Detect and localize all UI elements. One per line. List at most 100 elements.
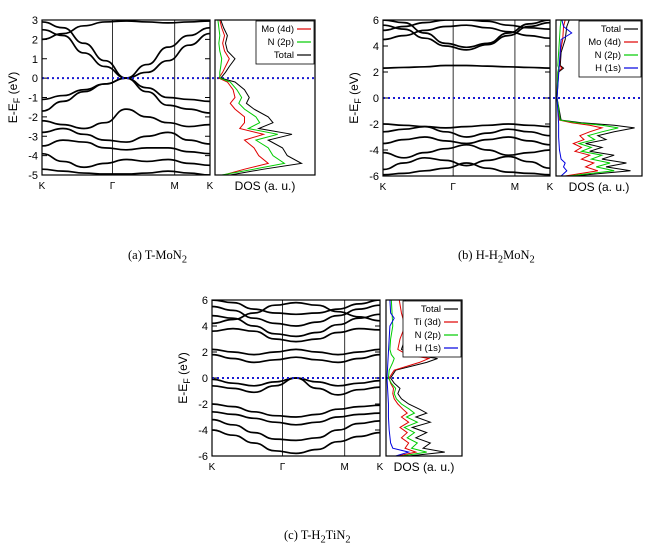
dos-line-ti <box>388 300 431 456</box>
band-line <box>42 127 210 145</box>
y-tick-label: -2 <box>369 119 379 131</box>
band-line <box>42 152 210 169</box>
band-line <box>383 20 550 32</box>
dos-frame <box>555 19 643 177</box>
band-line <box>42 77 210 103</box>
k-point-label: M <box>511 182 519 193</box>
band-line <box>212 429 380 455</box>
band-line <box>212 410 380 426</box>
panel-c: -6 -4 -2 0 2 4 6 E-EF (eV) K Γ M K DOS (a. u.) Total T… <box>176 295 463 474</box>
y-tick-label: -2 <box>198 399 208 411</box>
band-frame <box>211 299 381 457</box>
legend-label: Total <box>421 304 441 315</box>
legend-label: N (2p) <box>268 37 294 48</box>
y-tick-label: 4 <box>202 321 208 333</box>
band-line <box>42 108 210 130</box>
y-tick-label: 4 <box>373 41 379 53</box>
band-line <box>42 139 210 155</box>
dos-line-total <box>556 20 635 176</box>
band-line <box>212 348 380 356</box>
band-frame <box>382 19 551 177</box>
y-tick-label: 2 <box>32 34 38 46</box>
dos-line-h <box>556 20 573 176</box>
dos-curves <box>217 20 304 175</box>
band-line <box>212 301 380 325</box>
k-point-label: K <box>377 462 384 473</box>
dos-frame <box>214 19 316 176</box>
y-tick-label: -6 <box>198 451 208 463</box>
legend-label: Total <box>274 50 294 61</box>
k-point-label: Γ <box>110 181 116 192</box>
dos-line-n <box>556 20 619 176</box>
y-tick-label: 2 <box>373 67 379 79</box>
dos-line-n <box>217 20 286 175</box>
y-axis-label: E-EF (eV) <box>347 72 363 124</box>
band-line <box>212 418 380 442</box>
band-line <box>212 300 380 316</box>
band-line <box>383 21 550 51</box>
band-line <box>383 125 550 138</box>
caption-a: (a) T-MoN2 <box>128 248 188 266</box>
y-axis-label: E-EF (eV) <box>6 72 22 124</box>
y-tick-label: -5 <box>28 170 38 182</box>
bands <box>212 300 380 455</box>
y-tick-label: -2 <box>28 112 38 124</box>
k-point-label: M <box>171 181 179 192</box>
legend-label: Mo (4d) <box>261 24 294 35</box>
band-line <box>42 21 210 79</box>
dos-line-mo <box>218 20 270 175</box>
band-line <box>42 77 210 114</box>
band-line <box>383 136 550 146</box>
y-tick-label: -4 <box>28 151 38 163</box>
y-tick-label: -4 <box>198 425 208 437</box>
caption-b: (b) H-H2MoN2 <box>458 248 535 266</box>
k-point-label: Γ <box>280 462 286 473</box>
dos-line-h <box>386 300 411 456</box>
k-point-label: K <box>39 181 46 192</box>
band-line <box>212 377 380 396</box>
y-tick-label: 3 <box>32 15 38 27</box>
band-line <box>383 123 550 129</box>
panel-b: -6 -4 -2 0 2 4 6 E-EF (eV) K Γ M K DOS (a. u.) Total M… <box>347 15 643 194</box>
y-tick-label: -1 <box>28 93 38 105</box>
band-line <box>383 143 550 159</box>
k-point-label: M <box>341 462 349 473</box>
band-line <box>383 24 550 41</box>
legend-box <box>578 20 642 78</box>
dos-line-n <box>387 300 427 456</box>
legend-label: N (2p) <box>415 330 441 341</box>
legend-label: Mo (4d) <box>588 37 621 48</box>
band-line <box>212 327 380 343</box>
legend-label: Total <box>601 24 621 35</box>
dos-line-total <box>219 20 304 175</box>
y-tick-label: 0 <box>202 373 208 385</box>
dos-axis-label: DOS (a. u.) <box>569 180 630 194</box>
panel-a: -5 -4 -3 -2 -1 0 1 2 3 E-EF (eV) K Γ M K DOS (a. u.) Mo… <box>6 15 316 193</box>
band-line <box>212 377 380 387</box>
band-frame <box>41 19 211 176</box>
band-line <box>212 313 380 338</box>
k-point-label: K <box>380 182 387 193</box>
dos-axis-label: DOS (a. u.) <box>394 460 455 474</box>
y-tick-label: 2 <box>202 347 208 359</box>
band-line <box>212 403 380 418</box>
band-line <box>212 353 380 364</box>
y-tick-label: 6 <box>202 295 208 307</box>
y-tick-label: -3 <box>28 131 38 143</box>
dos-curves <box>556 20 635 176</box>
band-line <box>383 162 550 176</box>
y-tick-label: 0 <box>32 73 38 85</box>
k-point-label: K <box>547 182 554 193</box>
legend-label: Ti (3d) <box>414 317 441 328</box>
band-line <box>42 168 210 175</box>
dos-frame <box>385 299 463 457</box>
band-line <box>42 20 210 41</box>
k-point-label: Γ <box>450 182 456 193</box>
caption-c: (c) T-H2TiN2 <box>284 528 351 546</box>
bands <box>42 20 210 175</box>
bands <box>383 20 550 176</box>
band-line <box>383 20 550 49</box>
y-tick-label: -6 <box>369 171 379 183</box>
band-line <box>212 304 380 327</box>
